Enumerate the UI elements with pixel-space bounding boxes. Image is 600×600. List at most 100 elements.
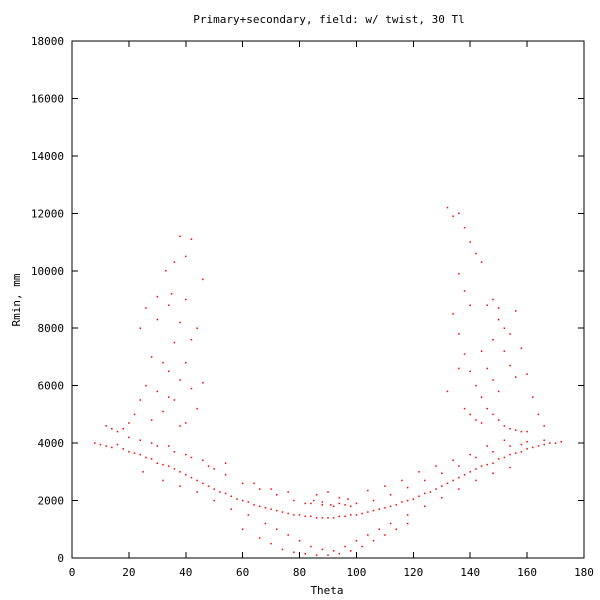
data-point: [145, 456, 147, 459]
data-point: [293, 551, 295, 554]
data-point: [196, 479, 198, 482]
data-point: [219, 491, 221, 493]
data-point: [475, 479, 477, 482]
data-point: [361, 512, 363, 515]
data-point: [514, 429, 517, 431]
data-point: [475, 456, 477, 459]
data-point: [139, 399, 142, 401]
data-point: [520, 347, 523, 350]
data-point: [167, 465, 170, 467]
data-point: [435, 465, 437, 467]
data-point: [156, 318, 159, 321]
data-point: [258, 537, 261, 539]
data-point: [458, 212, 460, 215]
y-axis: 0 2000 4000 6000 8000 10000 12000 14000 16000 180…: [31, 35, 584, 565]
data-point: [509, 428, 511, 430]
data-point: [514, 376, 517, 378]
y-tick-label: 6000: [38, 380, 65, 393]
data-point: [406, 522, 409, 525]
data-point: [509, 453, 511, 456]
plot-frame: [71, 40, 585, 559]
data-point: [463, 226, 466, 229]
x-tick-label: 80: [293, 566, 306, 579]
data-point: [355, 502, 358, 505]
data-point: [509, 333, 511, 335]
data-point: [128, 436, 130, 439]
data-point: [446, 482, 449, 485]
data-point: [185, 298, 187, 301]
x-tick-label: 140: [460, 566, 480, 579]
data-point: [139, 439, 142, 441]
data-point: [543, 443, 545, 446]
data-point: [122, 448, 124, 450]
data-point: [344, 515, 346, 518]
data-point: [99, 443, 102, 446]
data-point: [298, 540, 301, 542]
data-point: [139, 453, 142, 456]
data-point: [111, 446, 113, 449]
x-tick-label: 180: [574, 566, 594, 579]
data-point: [128, 422, 130, 424]
data-point: [304, 515, 306, 518]
data-point: [509, 364, 511, 367]
x-axis: 0 20 40 60 80 100 120 140 160 180: [69, 41, 594, 579]
data-point: [452, 313, 454, 315]
data-point: [475, 252, 477, 255]
x-tick-label: 40: [179, 566, 192, 579]
data-point: [179, 485, 181, 487]
x-tick-label: 0: [69, 566, 76, 579]
data-point: [554, 442, 557, 444]
data-point: [202, 382, 204, 384]
data-point: [503, 439, 506, 441]
data-point: [315, 554, 318, 556]
data-point: [492, 413, 494, 416]
x-tick-label: 160: [517, 566, 537, 579]
data-point: [196, 407, 198, 410]
data-point: [509, 445, 511, 447]
data-point: [344, 545, 346, 548]
data-point: [156, 295, 159, 298]
data-point: [463, 353, 466, 355]
data-point: [310, 545, 312, 548]
data-point: [185, 453, 187, 456]
data-point: [406, 499, 409, 502]
data-point: [509, 466, 511, 469]
data-point: [207, 465, 210, 467]
data-point: [423, 505, 426, 508]
data-point: [503, 456, 506, 459]
data-point: [258, 505, 261, 508]
data-point: [179, 235, 181, 238]
data-point: [475, 384, 477, 387]
data-point: [287, 491, 289, 493]
data-point: [384, 506, 386, 509]
data-point: [167, 396, 170, 398]
data-point: [372, 540, 375, 542]
data-point: [458, 272, 460, 275]
data-point: [173, 399, 176, 401]
data-point: [497, 390, 500, 393]
data-point: [492, 298, 494, 301]
data-point: [173, 468, 176, 470]
data-point: [406, 514, 409, 516]
data-point: [372, 509, 375, 512]
data-point: [469, 241, 471, 243]
data-point: [207, 485, 210, 487]
data-point: [270, 508, 272, 510]
data-point: [224, 462, 227, 464]
data-point: [258, 488, 261, 490]
data-point: [304, 502, 306, 505]
data-point: [486, 304, 489, 306]
data-point: [497, 318, 500, 321]
data-point: [361, 545, 363, 548]
data-point: [173, 261, 176, 263]
data-point: [230, 508, 233, 510]
data-point: [469, 304, 471, 306]
data-point: [492, 379, 494, 381]
data-point: [270, 488, 272, 490]
data-point: [532, 446, 534, 449]
data-point: [236, 498, 238, 500]
data-point: [338, 552, 341, 555]
data-point: [503, 327, 506, 329]
data-point: [423, 479, 426, 482]
data-point: [167, 445, 170, 447]
